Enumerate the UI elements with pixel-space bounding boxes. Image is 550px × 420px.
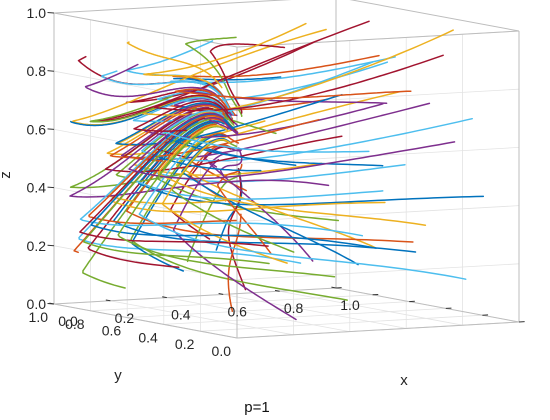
trajectory-line xyxy=(130,136,348,301)
x-tick-mark xyxy=(274,289,280,292)
x-axis-label: x xyxy=(400,372,408,389)
trajectories xyxy=(69,20,485,321)
x-tick-label: 0.8 xyxy=(284,300,304,316)
trajectory-line xyxy=(143,22,307,86)
trajectory-line xyxy=(126,123,414,243)
x-tick-label: 0.0 xyxy=(58,313,78,329)
trajectory-line xyxy=(101,70,234,116)
grid-line xyxy=(166,297,350,332)
grid-line xyxy=(163,308,446,325)
trajectory-line xyxy=(187,144,235,202)
trajectory-line xyxy=(83,118,270,265)
trajectory-line xyxy=(128,112,456,180)
trajectory-line xyxy=(133,100,235,132)
x-tick-mark xyxy=(218,293,224,295)
x-tick-mark xyxy=(105,299,111,302)
y-tick-label: 0.4 xyxy=(138,329,158,345)
x-tick-mark xyxy=(331,286,337,289)
trajectory-line xyxy=(79,117,269,247)
trajectory-line xyxy=(227,213,242,312)
box-edge xyxy=(236,30,520,48)
y-axis-label: y xyxy=(114,367,122,384)
trajectory-line xyxy=(161,138,288,264)
z-tick-mark xyxy=(47,302,55,305)
trajectory-line xyxy=(88,114,237,225)
box-edge xyxy=(349,0,520,32)
trajectory-line xyxy=(153,54,444,114)
grid-line xyxy=(127,301,410,318)
grid-line xyxy=(236,263,520,281)
trajectory-line xyxy=(109,104,320,159)
z-axis-label: z xyxy=(0,171,14,179)
box-edge xyxy=(236,321,520,339)
z-tick-label: 0.2 xyxy=(27,238,47,254)
trajectory-line xyxy=(174,88,412,110)
y-tick-label: 0.6 xyxy=(102,323,122,339)
x-tick-label: 0.6 xyxy=(227,303,247,319)
trajectory-line xyxy=(165,113,384,167)
y-tick-label: 0.0 xyxy=(212,343,232,359)
trajectory-line xyxy=(79,115,364,237)
trajectory-line xyxy=(219,147,243,177)
box-edge xyxy=(53,0,292,14)
y-tick-label: 0.8 xyxy=(65,316,85,332)
grid-line xyxy=(223,294,407,329)
y-tick-label: 1.0 xyxy=(29,309,49,325)
z-tick-mark xyxy=(47,70,55,72)
x-tick-label: 0.2 xyxy=(115,310,135,326)
tick-labels: 0.0 0.2 0.4 0.6 0.8 1.00.00.20.40.60.81.00.00… xyxy=(27,5,360,359)
trajectory-line xyxy=(186,172,242,263)
z-tick-label: 0.4 xyxy=(27,180,47,196)
z-tick-label: 0.8 xyxy=(27,63,47,79)
figure-caption: p=1 xyxy=(244,399,269,416)
z-tick-mark xyxy=(47,11,55,14)
x-tick-mark xyxy=(162,296,167,299)
z-tick-mark xyxy=(47,244,55,247)
grid-line xyxy=(90,294,373,312)
x-tick-label: 1.0 xyxy=(340,297,360,313)
trajectory-line xyxy=(156,61,389,102)
trajectory-line xyxy=(181,137,359,266)
box-edge xyxy=(53,303,238,339)
trajectory-line xyxy=(115,93,343,146)
z-tick-mark xyxy=(47,128,55,130)
grid-line xyxy=(236,205,520,222)
trajectory-line xyxy=(157,125,427,226)
grid-line xyxy=(279,290,463,326)
z-tick-label: 0.6 xyxy=(27,121,47,137)
z-tick-label: 1.0 xyxy=(27,5,47,21)
grid-line xyxy=(200,314,483,332)
box-edge xyxy=(53,12,238,48)
grid-line xyxy=(110,300,294,336)
z-tick-label: 0.0 xyxy=(27,296,47,312)
trajectory-line xyxy=(138,137,467,280)
trajectory-line xyxy=(84,63,217,98)
x-tick-label: 0.4 xyxy=(171,307,191,323)
y-tick-label: 0.2 xyxy=(175,336,195,352)
trajectory-line xyxy=(203,116,239,135)
box-edge xyxy=(335,287,520,323)
z-tick-mark xyxy=(47,186,55,189)
trajectory-line xyxy=(164,110,370,153)
